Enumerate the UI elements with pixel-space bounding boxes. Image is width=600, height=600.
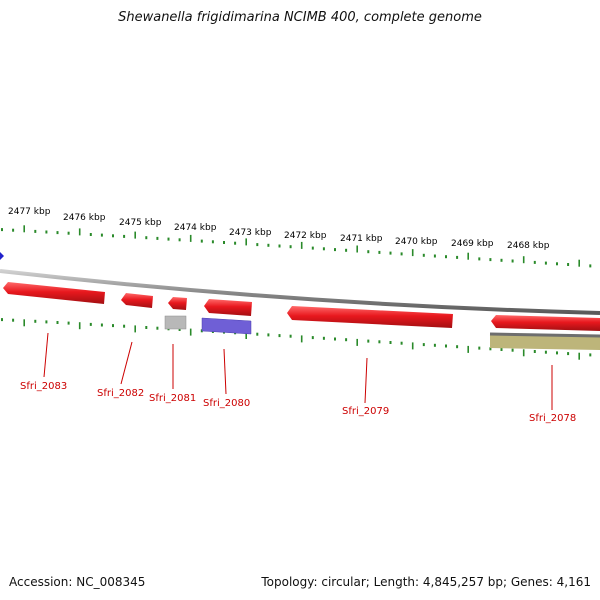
scale-label: 2472 kbp (284, 231, 327, 241)
gene-label-sfri-2078[interactable]: Sfri_2078 (529, 413, 576, 424)
scale-label: 2475 kbp (119, 218, 162, 228)
lower-scale-ticks (1, 318, 592, 360)
gene-label-sfri-2083[interactable]: Sfri_2083 (20, 381, 67, 392)
gene-arrow-sfri-2078[interactable] (491, 315, 600, 331)
olive-feature-edge (489, 332, 600, 338)
accession-text: Accession: NC_008345 (9, 575, 146, 589)
scale-label: 2471 kbp (340, 234, 383, 244)
gene-arrow-sfri-2080[interactable] (204, 299, 252, 316)
olive-feature-block[interactable] (490, 333, 600, 350)
genome-backbone (0, 269, 600, 315)
scale-label: 2473 kbp (229, 228, 272, 238)
scale-label: 2474 kbp (174, 223, 217, 233)
gene-leader-line (43, 332, 49, 378)
scale-label: 2477 kbp (8, 207, 51, 217)
blue-feature-block[interactable] (201, 317, 252, 335)
map-title: Shewanella frigidimarina NCIMB 400, comp… (118, 10, 482, 25)
upper-scale-ticks (1, 225, 592, 268)
gene-leader-line (223, 348, 227, 395)
gene-arrow-sfri-2082[interactable] (121, 293, 153, 308)
gene-label-sfri-2081[interactable]: Sfri_2081 (149, 393, 196, 404)
gene-arrow-sfri-2081[interactable] (168, 297, 187, 310)
gene-leader-line (364, 357, 368, 404)
gene-arrow-sfri-2079[interactable] (287, 306, 453, 328)
topology-summary-text: Topology: circular; Length: 4,845,257 bp… (261, 575, 591, 589)
grey-feature-block[interactable] (164, 315, 187, 330)
gene-arrow-sfri-2083[interactable] (3, 282, 105, 304)
scale-label: 2476 kbp (63, 213, 106, 223)
direction-marker-icon (0, 252, 4, 260)
gene-label-sfri-2079[interactable]: Sfri_2079 (342, 406, 389, 417)
scale-label: 2468 kbp (507, 241, 550, 251)
gene-label-sfri-2082[interactable]: Sfri_2082 (97, 388, 144, 399)
gene-leader-line (120, 341, 133, 385)
scale-label: 2469 kbp (451, 239, 494, 249)
gene-label-sfri-2080[interactable]: Sfri_2080 (203, 398, 250, 409)
scale-label: 2470 kbp (395, 237, 438, 247)
